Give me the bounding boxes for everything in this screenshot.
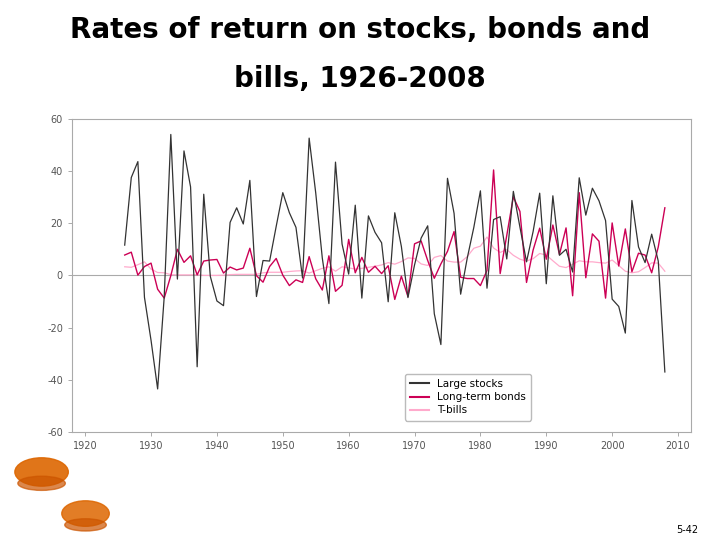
Long-term bonds <box>490 167 498 173</box>
Text: Rates of return on stocks, bonds and: Rates of return on stocks, bonds and <box>70 16 650 44</box>
Large stocks <box>160 294 168 300</box>
Large stocks <box>555 252 564 259</box>
Line: Large stocks: Large stocks <box>125 134 665 389</box>
Large stocks <box>522 259 531 265</box>
Ellipse shape <box>15 458 68 486</box>
Long-term bonds <box>153 286 162 293</box>
T-bills <box>522 258 531 264</box>
Long-term bonds <box>120 252 129 258</box>
Long-term bonds <box>233 267 241 273</box>
Legend: Large stocks, Long-term bonds, T-bills: Large stocks, Long-term bonds, T-bills <box>405 374 531 421</box>
T-bills <box>120 264 129 270</box>
Large stocks <box>153 386 162 392</box>
Long-term bonds <box>199 258 208 264</box>
T-bills <box>482 234 491 240</box>
T-bills <box>199 272 208 279</box>
Text: bills, 1926-2008: bills, 1926-2008 <box>234 65 486 93</box>
Large stocks <box>246 177 254 184</box>
Long-term bonds <box>522 279 531 286</box>
Large stocks <box>166 131 175 138</box>
Long-term bonds <box>390 296 399 302</box>
Ellipse shape <box>18 476 66 490</box>
Large stocks <box>660 369 669 375</box>
Large stocks <box>456 291 465 298</box>
Large stocks <box>120 242 129 248</box>
T-bills <box>660 268 669 274</box>
T-bills <box>206 272 215 279</box>
T-bills <box>450 259 459 265</box>
Ellipse shape <box>65 519 107 531</box>
Text: 5-42: 5-42 <box>676 524 698 535</box>
T-bills <box>239 271 248 278</box>
T-bills <box>555 263 564 269</box>
Line: T-bills: T-bills <box>125 237 665 275</box>
Large stocks <box>212 298 221 304</box>
Long-term bonds <box>660 205 669 211</box>
Long-term bonds <box>555 251 564 258</box>
Ellipse shape <box>62 501 109 526</box>
Long-term bonds <box>450 228 459 235</box>
T-bills <box>153 269 162 276</box>
Line: Long-term bonds: Long-term bonds <box>125 170 665 299</box>
